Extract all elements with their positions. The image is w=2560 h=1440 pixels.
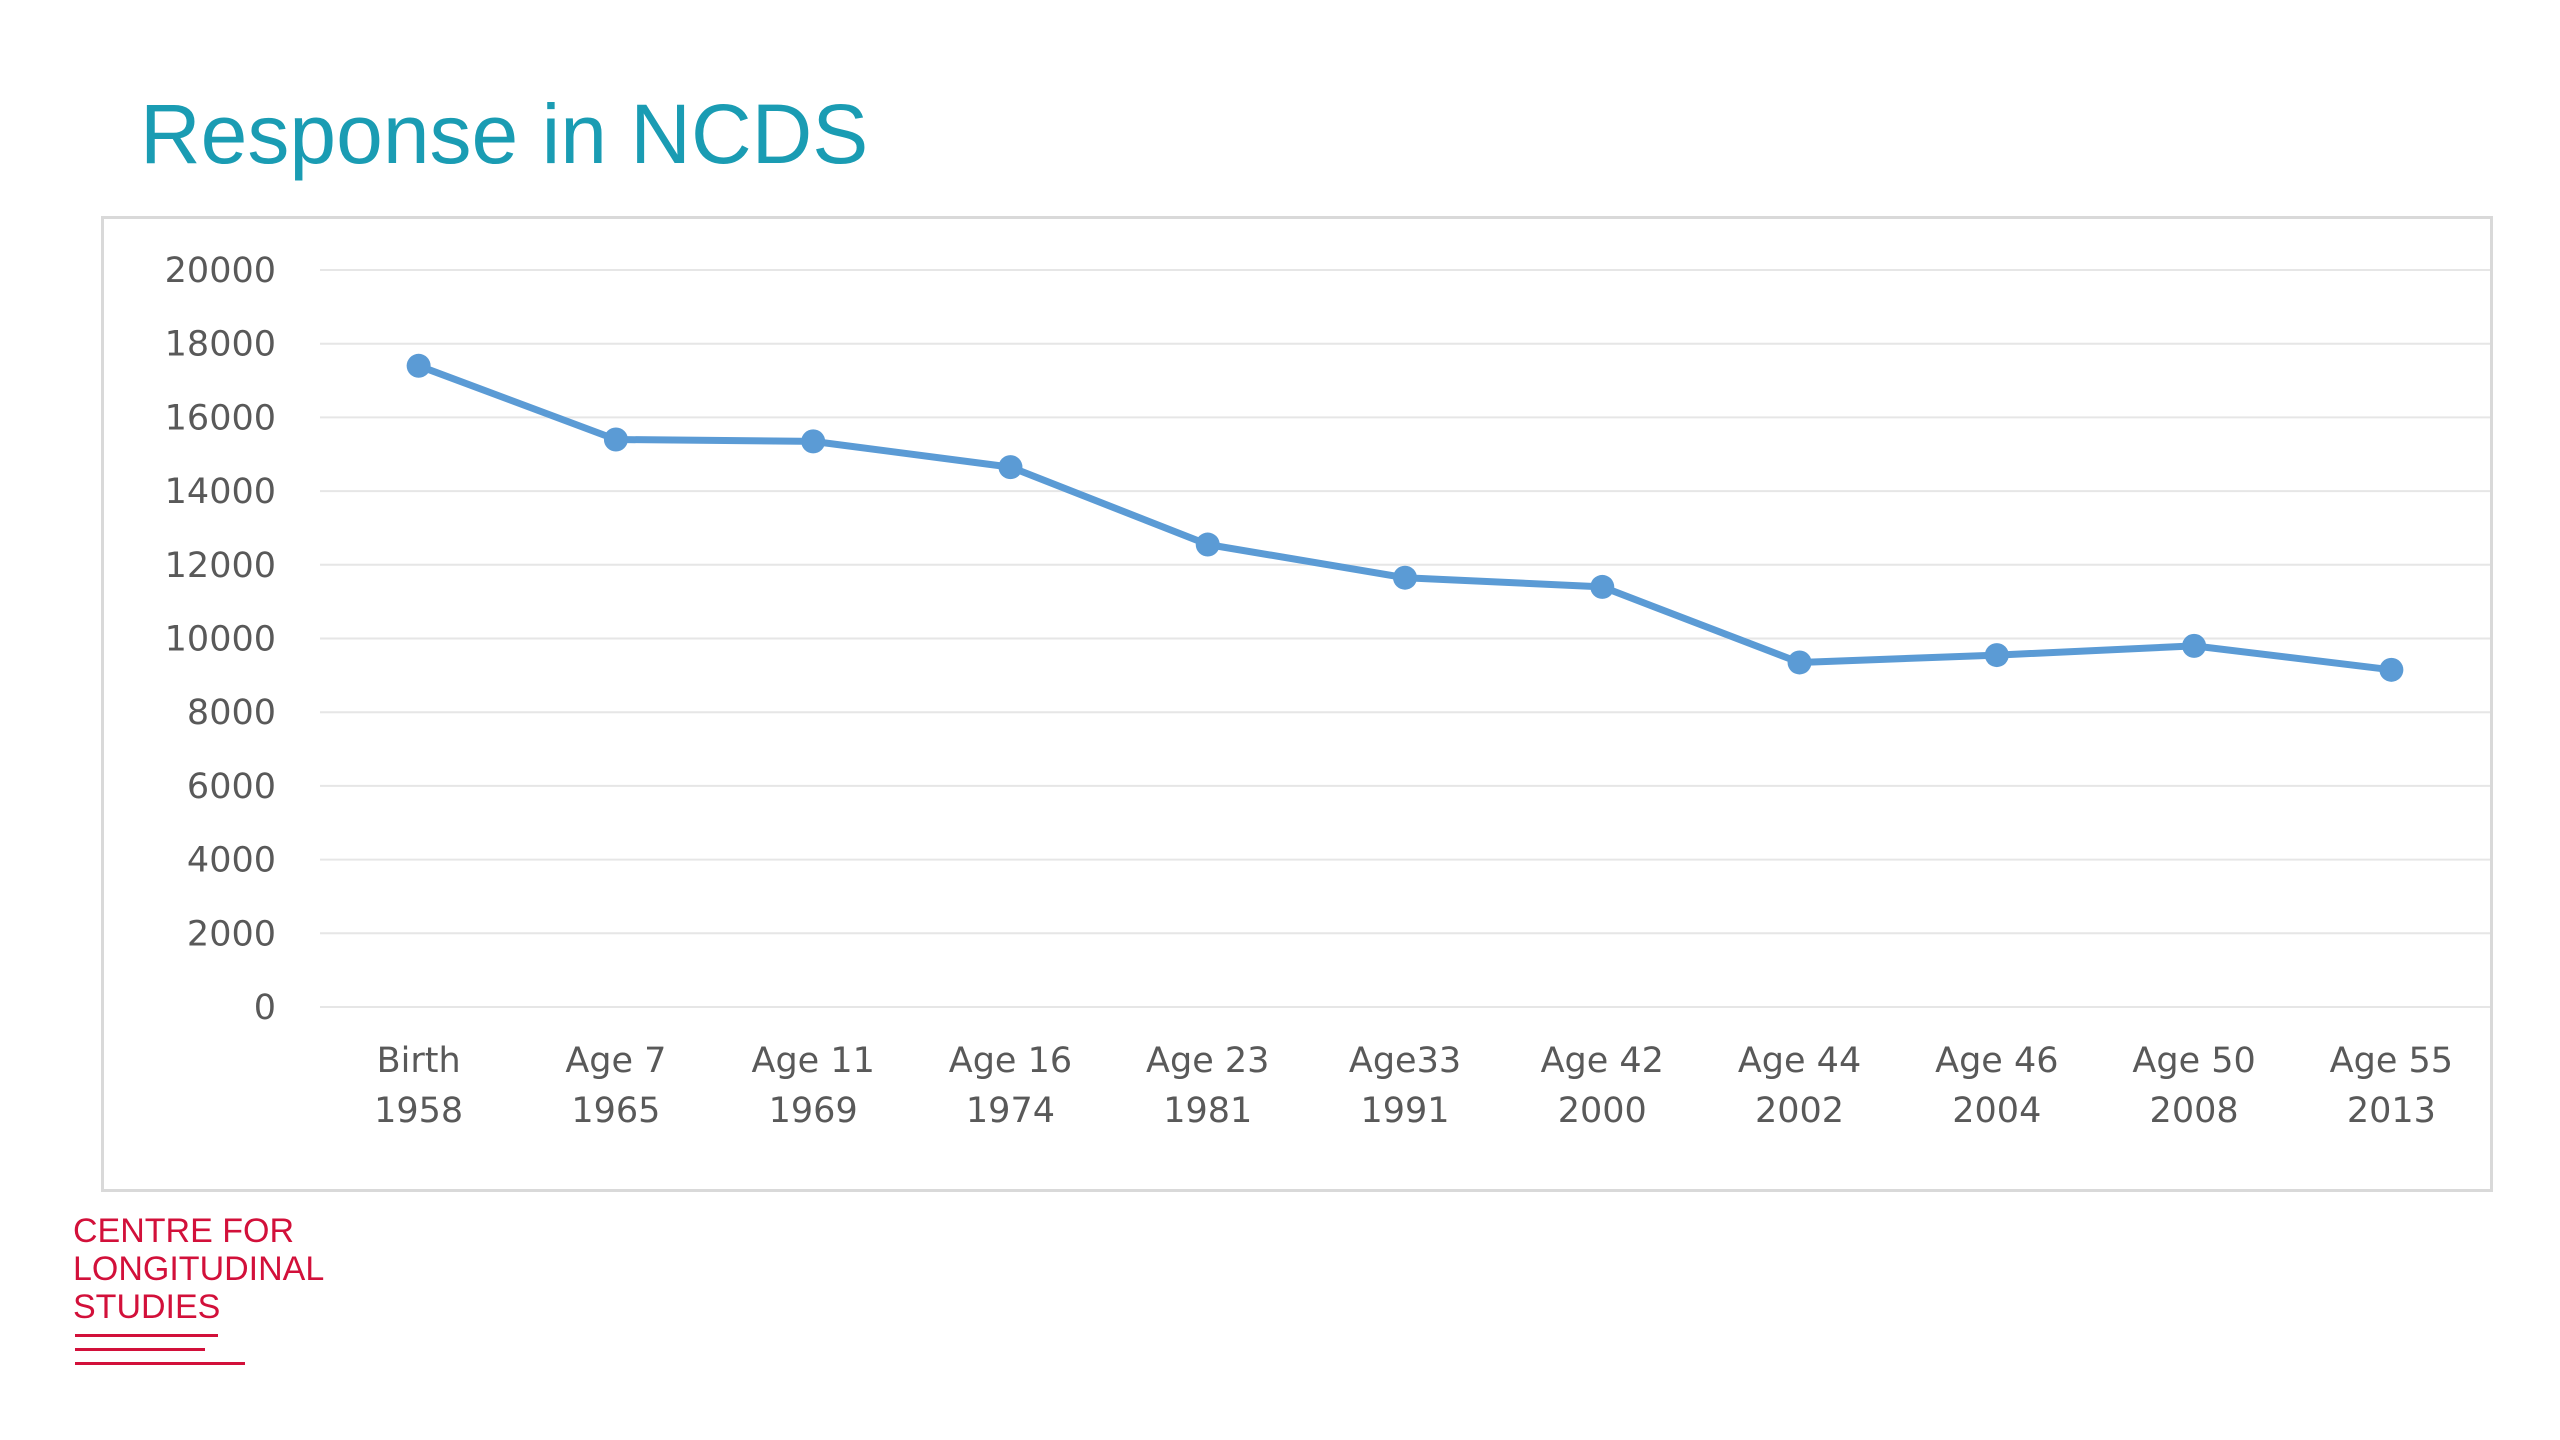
x-tick-label-line: Age 23 (1146, 1041, 1269, 1081)
series-line (415, 362, 2395, 674)
data-point (1590, 574, 1615, 599)
x-tick-label-line: 2013 (2347, 1091, 2436, 1131)
x-tick-label: Age 23 1981 (1146, 1041, 1269, 1131)
y-tick-label: 14000 (165, 472, 276, 512)
y-tick-label: 12000 (165, 546, 276, 586)
y-tick-label: 10000 (165, 620, 276, 660)
x-tick-label-line: 2000 (1558, 1091, 1647, 1131)
x-tick-label-line: Age 42 (1541, 1041, 1664, 1081)
x-tick-label: Age 11 1969 (752, 1041, 875, 1131)
x-tick-label-line: 1991 (1360, 1091, 1449, 1131)
series-points (406, 353, 2404, 682)
x-tick-label-line: Age 50 (2132, 1041, 2255, 1081)
data-point (1787, 650, 1812, 675)
x-tick-label-line: 2008 (2150, 1091, 2239, 1131)
y-tick-label: 4000 (187, 841, 276, 881)
logo-rule (75, 1362, 245, 1365)
x-tick-label: Birth 1958 (374, 1041, 463, 1131)
x-tick-label-line: 2002 (1755, 1091, 1844, 1131)
x-tick-label-line: 1965 (571, 1091, 660, 1131)
x-tick-label-line: Age 7 (565, 1041, 666, 1081)
x-tick-label-line: 1958 (374, 1091, 463, 1131)
slide-title: Response in NCDS (140, 87, 869, 181)
y-tick-label: 2000 (187, 914, 276, 954)
y-tick-label: 0 (254, 988, 276, 1028)
data-point (1393, 565, 1417, 590)
x-tick-label-line: 1981 (1163, 1091, 1252, 1131)
x-tick-label: Age 42 2000 (1541, 1041, 1664, 1131)
logo-text-line: STUDIES (73, 1288, 221, 1326)
chart-frame (101, 216, 2493, 1192)
y-tick-label: 8000 (187, 693, 276, 733)
y-tick-label: 20000 (165, 251, 276, 291)
logo-text-line: LONGITUDINAL (73, 1250, 325, 1288)
x-tick-label-line: Age33 (1349, 1041, 1461, 1081)
x-tick-label-line: Age 55 (2330, 1041, 2453, 1081)
x-tick-label: Age 50 2008 (2132, 1041, 2255, 1131)
logo-text-line: CENTRE FOR (73, 1212, 294, 1250)
x-tick-label-line: 1969 (769, 1091, 858, 1131)
cls-logo: CENTRE FOR LONGITUDINAL STUDIES (73, 1212, 324, 1326)
x-tick-label: Age 44 2002 (1738, 1041, 1861, 1131)
data-point (1984, 643, 2009, 668)
y-axis-tick-labels: 0 2000 4000 6000 8000 10000 12000 14000 16000 180… (165, 251, 276, 1028)
data-point (2379, 657, 2404, 682)
x-tick-label-line: 1974 (966, 1091, 1055, 1131)
x-tick-label-line: Age 11 (752, 1041, 875, 1081)
logo-rule (75, 1334, 218, 1337)
logo-underline-rules (75, 1334, 245, 1374)
x-tick-label: Age 46 2004 (1935, 1041, 2058, 1131)
series-line-group (415, 362, 2395, 674)
data-point (2182, 633, 2207, 658)
y-tick-label: 18000 (165, 325, 276, 365)
x-tick-label-line: Birth (377, 1041, 461, 1081)
data-point (998, 455, 1023, 480)
x-tick-label-line: Age 16 (949, 1041, 1072, 1081)
logo-rule (75, 1348, 205, 1351)
data-point (1195, 532, 1220, 557)
gridlines (320, 269, 2490, 1008)
data-point (603, 427, 628, 452)
x-tick-label: Age 16 1974 (949, 1041, 1072, 1131)
y-tick-label: 6000 (187, 767, 276, 807)
x-tick-label-line: Age 44 (1738, 1041, 1861, 1081)
data-point (406, 353, 431, 378)
data-point (801, 429, 826, 454)
x-tick-label-line: Age 46 (1935, 1041, 2058, 1081)
x-tick-label-line: 2004 (1952, 1091, 2041, 1131)
x-tick-label: Age 7 1965 (565, 1041, 666, 1131)
x-tick-label: Age33 1991 (1349, 1041, 1461, 1131)
x-tick-label: Age 55 2013 (2330, 1041, 2453, 1131)
y-tick-label: 16000 (165, 398, 276, 438)
